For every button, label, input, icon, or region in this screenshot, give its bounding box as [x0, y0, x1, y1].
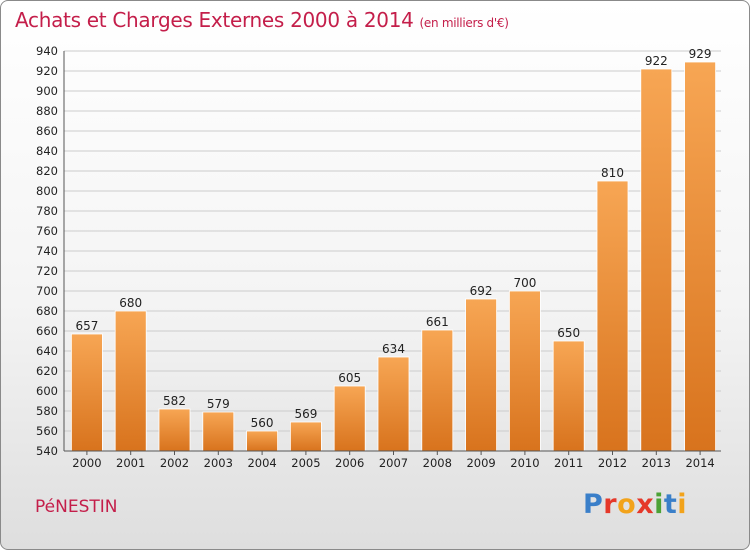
logo-letter: P	[583, 489, 604, 520]
x-tick-label: 2001	[116, 456, 145, 470]
data-label: 582	[163, 394, 186, 408]
y-tick-label: 760	[36, 224, 58, 238]
x-axis-ticks: 2000 2001 2002 2003 2004 2005 2006 2007 2008 2009…	[72, 451, 715, 470]
y-tick-label: 680	[36, 304, 58, 318]
y-tick-label: 880	[36, 104, 58, 118]
y-tick-label: 620	[36, 364, 58, 378]
data-label: 605	[338, 371, 361, 385]
x-tick-label: 2003	[204, 456, 233, 470]
y-tick-label: 700	[36, 284, 58, 298]
x-tick-label: 2007	[379, 456, 408, 470]
bars	[71, 61, 716, 452]
y-tick-label: 940	[36, 44, 58, 58]
y-tick-label: 860	[36, 124, 58, 138]
bar-2014	[684, 61, 716, 452]
data-label: 650	[557, 326, 580, 340]
bar-2000	[71, 333, 103, 452]
y-tick-label: 780	[36, 204, 58, 218]
x-tick-label: 2009	[466, 456, 495, 470]
chart-subtitle: (en milliers d'€)	[419, 16, 509, 30]
y-tick-label: 840	[36, 144, 58, 158]
proxiti-logo[interactable]: Proxiti	[583, 489, 687, 520]
bar-2001	[114, 310, 147, 452]
x-tick-label: 2006	[335, 456, 364, 470]
x-tick-label: 2011	[554, 456, 583, 470]
bar-2013	[640, 68, 673, 452]
logo-letter: i	[677, 489, 688, 520]
y-tick-label: 640	[36, 344, 58, 358]
y-tick-label: 580	[36, 404, 58, 418]
x-tick-label: 2002	[160, 456, 189, 470]
x-tick-label: 2013	[642, 456, 671, 470]
logo-letter: i	[654, 489, 664, 520]
data-label: 634	[382, 342, 405, 356]
data-label: 661	[426, 315, 449, 329]
bar-2011	[552, 340, 585, 452]
data-label: 692	[470, 284, 493, 298]
bar-2005	[289, 421, 322, 452]
data-label: 579	[207, 397, 230, 411]
y-tick-label: 920	[36, 64, 58, 78]
data-label: 657	[75, 319, 98, 333]
chart-title: Achats et Charges Externes 2000 à 2014 (e…	[15, 8, 509, 32]
commune-name: PéNESTIN	[35, 497, 118, 517]
bar-2012	[596, 180, 629, 452]
bar-2007	[377, 356, 410, 452]
y-tick-label: 820	[36, 164, 58, 178]
logo-letter: x	[636, 489, 655, 520]
x-tick-label: 2005	[291, 456, 320, 470]
y-tick-label: 560	[36, 424, 58, 438]
chart-title-text: Achats et Charges Externes 2000 à 2014	[15, 8, 414, 32]
y-tick-label: 740	[36, 244, 58, 258]
bar-2004	[246, 430, 279, 452]
y-tick-label: 900	[36, 84, 58, 98]
data-label: 680	[119, 296, 142, 310]
data-label: 810	[601, 166, 624, 180]
x-tick-label: 2010	[510, 456, 539, 470]
data-label: 560	[251, 416, 274, 430]
logo-letter: r	[603, 489, 618, 520]
x-tick-label: 2012	[598, 456, 627, 470]
bar-2002	[158, 408, 191, 452]
data-label: 929	[689, 47, 712, 61]
bar-2008	[421, 329, 454, 452]
y-tick-label: 600	[36, 384, 58, 398]
data-label: 922	[645, 54, 668, 68]
y-axis-ticks: 540 560 580 600 620 640 660 680 700 720 740 760 780 8…	[36, 44, 58, 458]
y-tick-label: 720	[36, 264, 58, 278]
x-tick-label: 2014	[685, 456, 714, 470]
data-label: 569	[294, 407, 317, 421]
x-tick-label: 2008	[423, 456, 452, 470]
y-tick-label: 660	[36, 324, 58, 338]
bar-2006	[333, 385, 366, 452]
bar-2009	[465, 298, 498, 452]
bar-2003	[202, 411, 235, 452]
x-tick-label: 2000	[72, 456, 101, 470]
logo-letter: t	[663, 489, 678, 520]
y-tick-label: 540	[36, 444, 58, 458]
x-tick-label: 2004	[247, 456, 276, 470]
y-tick-label: 800	[36, 184, 58, 198]
logo-letter: o	[617, 489, 637, 520]
data-labels: 657 680 582 579 560 569 605 634 661 692 700 650 810 9…	[75, 47, 711, 430]
bar-2010	[508, 290, 541, 452]
data-label: 700	[513, 276, 536, 290]
